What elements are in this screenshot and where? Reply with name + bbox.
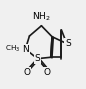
- Text: N: N: [22, 45, 29, 54]
- Text: O: O: [23, 68, 30, 77]
- Text: O: O: [43, 68, 50, 77]
- Text: S: S: [35, 54, 40, 63]
- Text: S: S: [65, 39, 71, 48]
- Text: CH$_3$: CH$_3$: [5, 44, 20, 54]
- Text: NH$_2$: NH$_2$: [32, 11, 51, 23]
